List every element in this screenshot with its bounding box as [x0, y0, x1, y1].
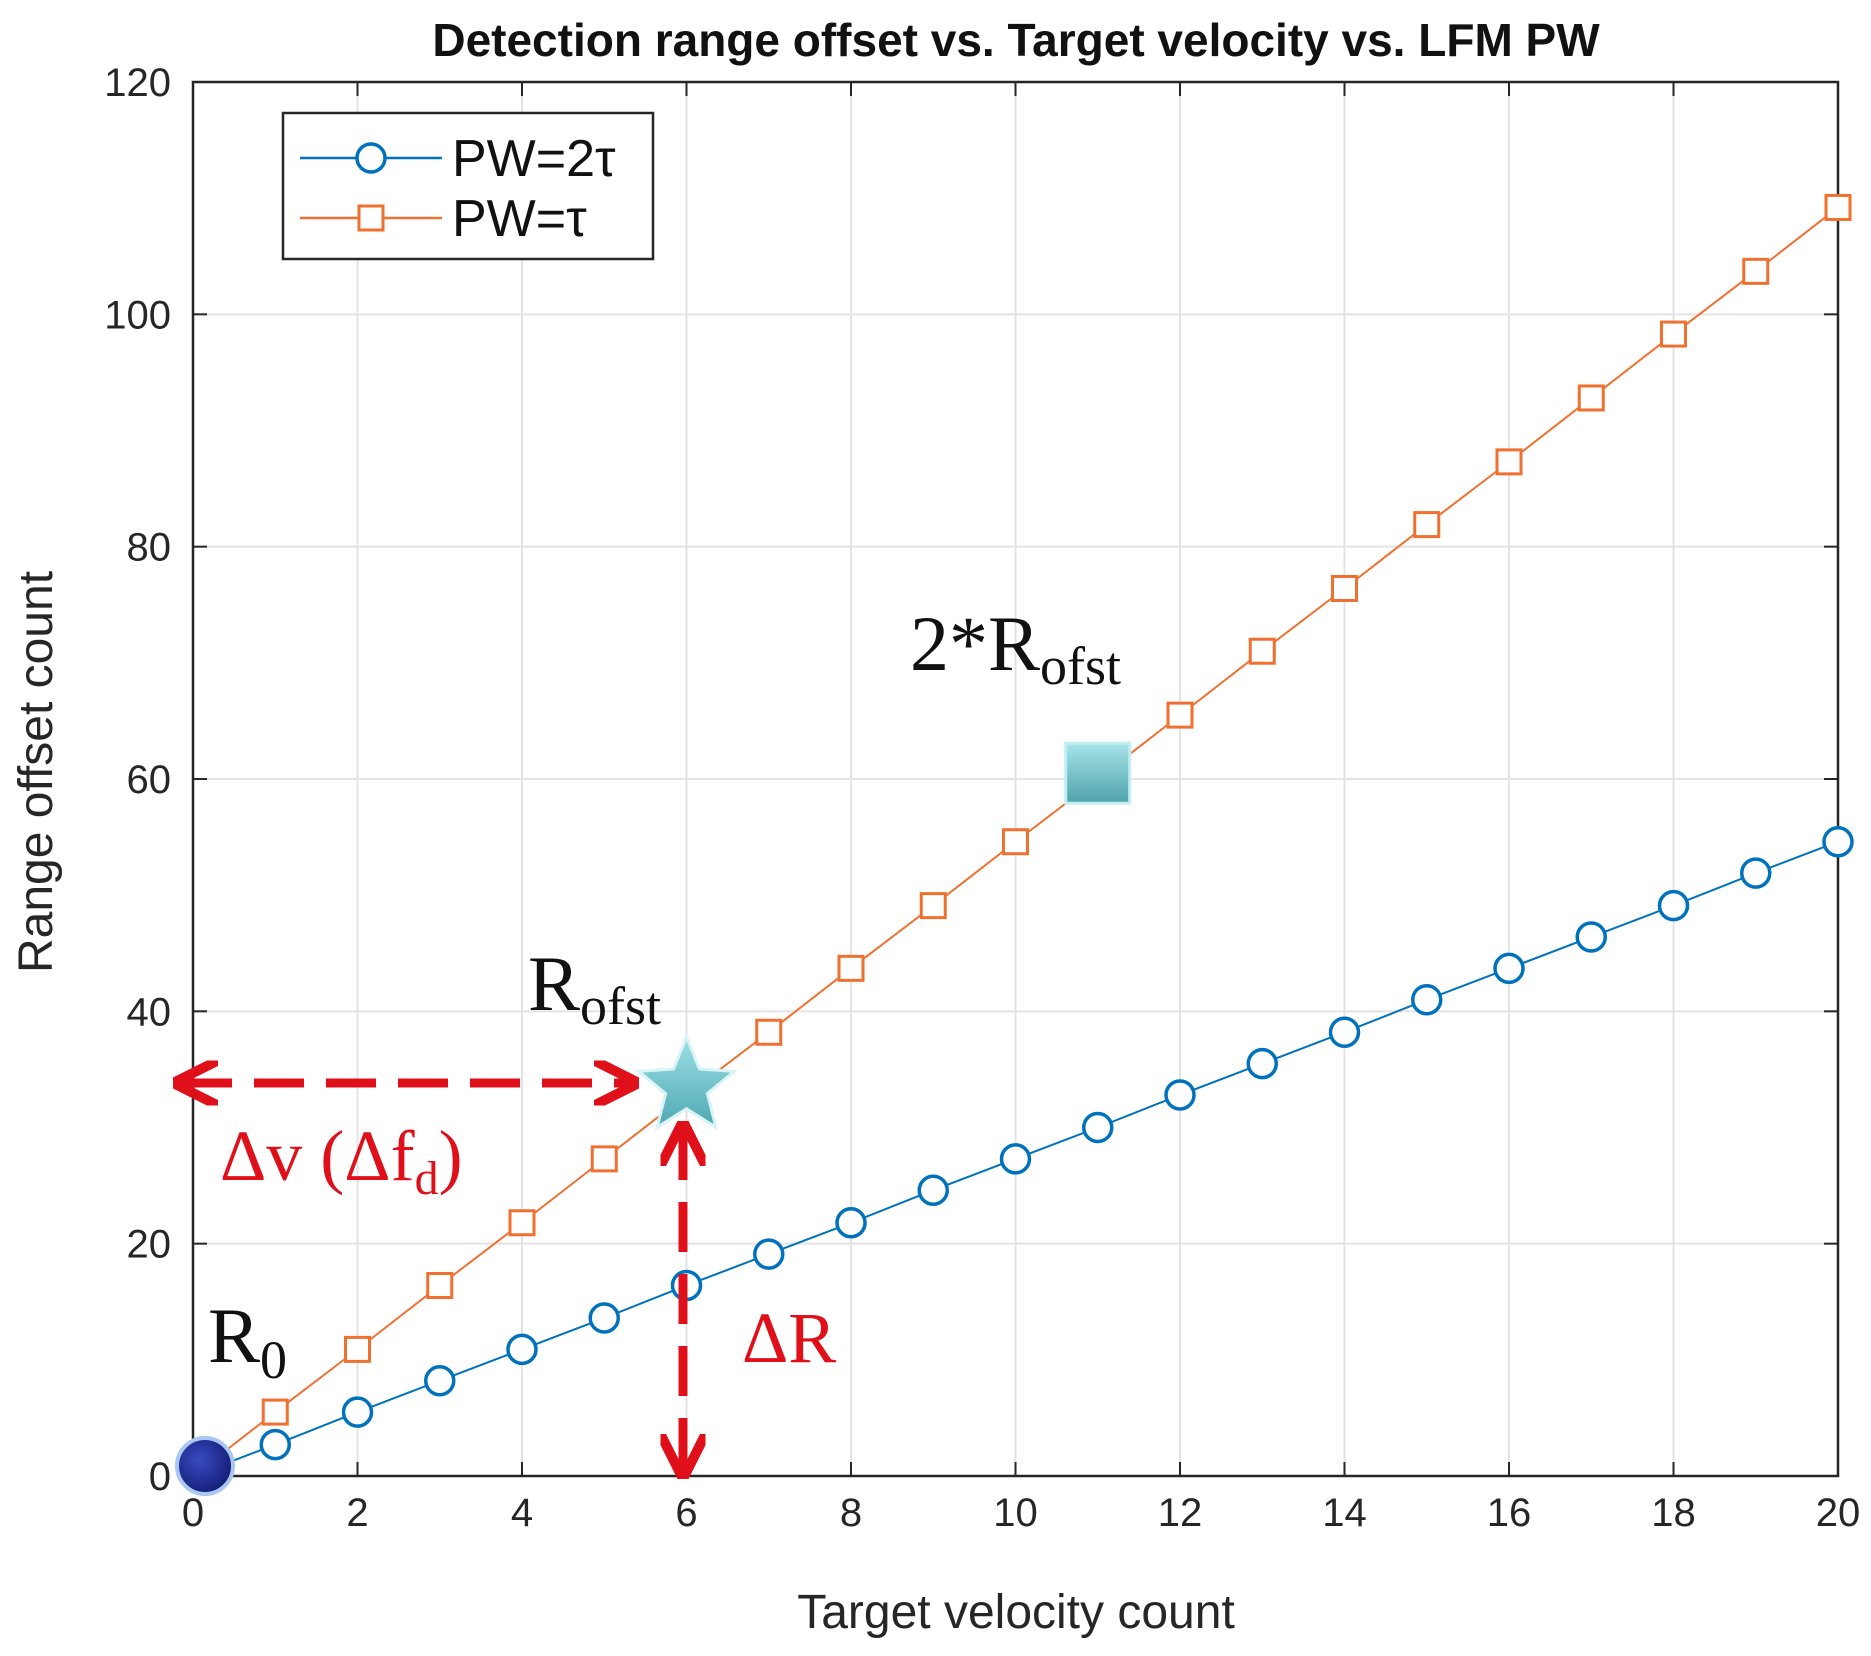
data-point [1495, 448, 1523, 476]
data-point [1660, 320, 1687, 348]
legend-box [281, 111, 655, 261]
annotation-rofst: Rofst [528, 940, 661, 1036]
series-layer [192, 193, 1854, 1477]
chart-title: Detection range offset vs. Target veloci… [432, 14, 1600, 66]
series-pw-tau [192, 193, 1852, 1477]
data-point [753, 1238, 785, 1270]
annotation-2-rofst: 2*Rofst [910, 600, 1121, 696]
annotation-delta-r: ΔR [742, 1298, 836, 1378]
data-point [1575, 921, 1607, 953]
data-point [424, 1364, 456, 1397]
y-tick-label-100: 100 [104, 293, 171, 337]
y-tick-label-60: 60 [127, 758, 172, 802]
data-point [1002, 828, 1029, 856]
y-ticks: 0 20 40 60 80 100 120 [104, 61, 1838, 1499]
data-point [837, 954, 865, 982]
data-point [1331, 574, 1358, 602]
data-point [261, 1398, 289, 1426]
y-tick-label-20: 20 [127, 1223, 172, 1267]
x-tick-label-14: 14 [1322, 1491, 1367, 1535]
data-point [588, 1302, 620, 1334]
data-point [341, 1396, 374, 1428]
x-tick-label-20: 20 [1816, 1491, 1861, 1535]
two-rofst-square [1064, 741, 1132, 805]
x-tick-label-8: 8 [840, 1491, 862, 1535]
data-point [259, 1428, 291, 1461]
data-point [835, 1207, 867, 1239]
x-tick-label-2: 2 [346, 1491, 368, 1535]
data-point [508, 1209, 536, 1237]
data-point [1413, 511, 1441, 539]
legend-marker-square [357, 204, 385, 232]
data-point [1822, 825, 1854, 858]
data-point [1657, 889, 1690, 922]
x-tick-label-18: 18 [1651, 1491, 1696, 1535]
data-point [1824, 193, 1852, 221]
x-ticks: 0 2 4 6 8 10 12 14 16 18 20 [182, 82, 1860, 1535]
legend-label-pw-tau: PW=τ [452, 190, 587, 248]
origin-dot [175, 1436, 235, 1496]
data-point [1328, 1016, 1361, 1048]
red-arrows [182, 1083, 683, 1470]
data-point [1411, 983, 1443, 1016]
data-point [1577, 384, 1605, 412]
annotation-r0: R0 [208, 1292, 287, 1390]
legend-label-pw-2tau: PW=2τ [452, 130, 616, 188]
legend-marker-circle [355, 142, 387, 174]
annotations: R0 Rofst 2*Rofst Δv (Δfd) ΔR [208, 600, 1121, 1390]
y-axis-label: Range offset count [10, 571, 63, 973]
x-tick-label-6: 6 [675, 1491, 697, 1535]
data-point [1742, 257, 1770, 285]
data-point [917, 1174, 949, 1206]
x-tick-label-12: 12 [1158, 1491, 1203, 1535]
x-tick-label-4: 4 [511, 1491, 533, 1535]
highlight-layer [175, 741, 1132, 1496]
data-point [590, 1145, 618, 1173]
data-point [506, 1333, 538, 1366]
annotation-delta-v: Δv (Δfd) [220, 1116, 463, 1205]
x-axis-label: Target velocity count [797, 1586, 1235, 1639]
data-point [1246, 1047, 1278, 1080]
data-point [1740, 857, 1772, 889]
data-point [1082, 1111, 1114, 1144]
series-pw-2tau [192, 825, 1854, 1477]
grid [192, 81, 1839, 1477]
x-tick-label-16: 16 [1487, 1491, 1532, 1535]
data-point [1248, 637, 1276, 665]
data-point [1164, 1079, 1196, 1111]
data-point [919, 892, 947, 920]
rofst-star [635, 1032, 738, 1131]
y-tick-label-80: 80 [127, 526, 172, 570]
data-point [426, 1271, 454, 1299]
x-tick-label-10: 10 [993, 1491, 1038, 1535]
data-point [999, 1143, 1032, 1175]
y-tick-label-40: 40 [127, 990, 172, 1034]
data-point [755, 1018, 783, 1046]
data-point [344, 1335, 371, 1363]
y-tick-label-120: 120 [104, 61, 171, 105]
data-point [1166, 701, 1194, 729]
y-tick-label-0: 0 [149, 1455, 171, 1499]
x-tick-label-0: 0 [182, 1491, 204, 1535]
data-point [1493, 952, 1525, 985]
